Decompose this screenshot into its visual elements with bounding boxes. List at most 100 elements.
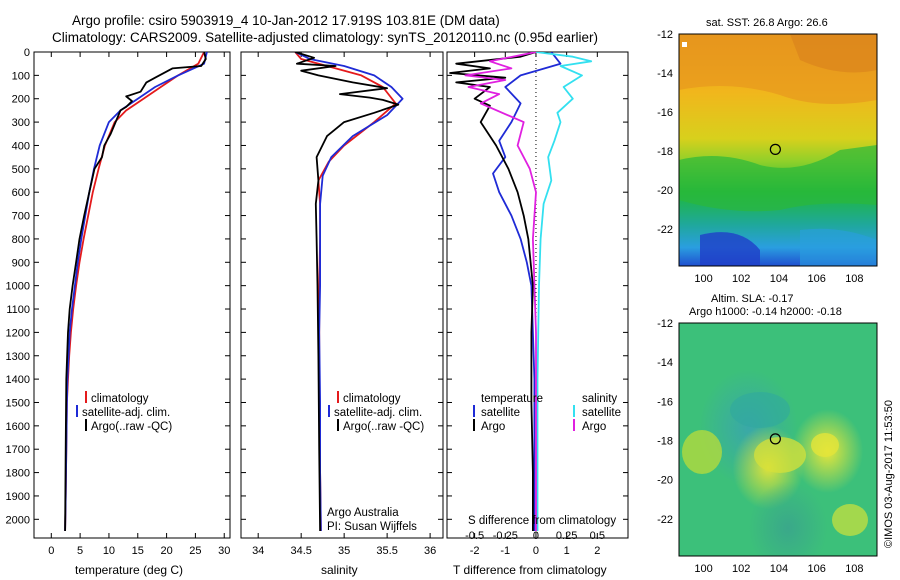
sla-map-title-line-1: Altim. SLA: -0.17: [711, 293, 794, 305]
top-tick-label: -0.5: [465, 530, 484, 542]
map-y-tick-label: -12: [657, 29, 673, 41]
series-line: [64, 52, 205, 532]
title-line-2: Climatology: CARS2009. Satellite-adjuste…: [52, 30, 598, 45]
imos-timestamp-label: ©IMOS 03-Aug-2017 11:53:50: [883, 400, 895, 548]
sst-map: [678, 33, 878, 267]
x-axis-label-t-difference: T difference from climatology: [453, 563, 607, 577]
legend-label-argo: Argo(..raw -QC): [343, 421, 424, 433]
y-tick-label: 1500: [6, 397, 30, 409]
x-tick-label: -2: [470, 545, 480, 557]
legend-label-argo: Argo(..raw -QC): [91, 421, 172, 433]
top-tick-label: 0.5: [590, 530, 605, 542]
legend-label-climatology: climatology: [91, 393, 149, 405]
y-tick-label: 400: [12, 140, 30, 152]
map-y-tick-label: -22: [657, 224, 673, 236]
y-tick-label: 1300: [6, 351, 30, 363]
x-tick-label: 2: [594, 545, 600, 557]
y-tick-label: 1700: [6, 444, 30, 456]
legend-heading-salinity: salinity: [582, 393, 617, 405]
top-axis-label-s-difference: S difference from climatology: [468, 515, 616, 527]
y-tick-label: 100: [12, 70, 30, 82]
x-tick-label: 0: [533, 545, 539, 557]
salinity-legend: climatology satellite-adj. clim. Argo(..…: [328, 391, 424, 433]
y-tick-label: 700: [12, 211, 30, 223]
legend-label-sal-argo: Argo: [582, 421, 606, 433]
map-x-tick-label: 100: [694, 273, 712, 285]
y-tick-label: 0: [24, 47, 30, 59]
x-axis-label-temperature: temperature (deg C): [75, 563, 183, 577]
series-line: [464, 52, 537, 531]
legend-label-temp-argo: Argo: [481, 421, 505, 433]
y-tick-label: 1400: [6, 374, 30, 386]
x-tick-label: 35.5: [376, 545, 397, 557]
y-tick-label: 1200: [6, 327, 30, 339]
legend-label-climatology: climatology: [343, 393, 401, 405]
map-x-tick-label: 102: [732, 273, 750, 285]
y-tick-label: 1900: [6, 491, 30, 503]
title-line-1: Argo profile: csiro 5903919_4 10-Jan-201…: [72, 13, 500, 28]
x-tick-label: 34: [252, 545, 264, 557]
map-y-tick-label: -12: [657, 318, 673, 330]
y-tick-label: 600: [12, 187, 30, 199]
sla-map: [678, 322, 878, 557]
sla-map-title-line-2: Argo h1000: -0.14 h2000: -0.18: [689, 306, 842, 318]
y-tick-label: 1600: [6, 421, 30, 433]
y-tick-label: 300: [12, 117, 30, 129]
x-tick-label: 1: [564, 545, 570, 557]
x-tick-label: -1: [500, 545, 510, 557]
y-tick-label: 800: [12, 234, 30, 246]
temperature-legend: climatology satellite-adj. clim. Argo(..…: [76, 391, 172, 433]
y-tick-label: 200: [12, 94, 30, 106]
y-tick-label: 1800: [6, 468, 30, 480]
legend-label-sal-satellite: satellite: [582, 407, 621, 419]
map-x-tick-label: 104: [770, 563, 788, 575]
temperature-axes: [33, 51, 231, 539]
y-tick-label: 900: [12, 257, 30, 269]
sst-argo-location-marker: [769, 143, 781, 155]
map-y-tick-label: -14: [657, 68, 673, 80]
y-tick-label: 500: [12, 164, 30, 176]
map-x-tick-label: 106: [807, 273, 825, 285]
legend-label-satellite: satellite-adj. clim.: [334, 407, 422, 419]
top-tick-label: 0.25: [556, 530, 577, 542]
sst-map-title: sat. SST: 26.8 Argo: 26.6: [706, 17, 828, 29]
x-tick-label: 34.5: [290, 545, 311, 557]
y-tick-label: 1000: [6, 281, 30, 293]
x-axis-label-salinity: salinity: [321, 563, 358, 577]
map-x-tick-label: 104: [770, 273, 788, 285]
map-x-tick-label: 106: [807, 563, 825, 575]
legend-label-satellite: satellite-adj. clim.: [82, 407, 170, 419]
y-tick-label: 1100: [6, 304, 30, 316]
x-tick-label: 15: [132, 545, 144, 557]
series-line: [449, 52, 537, 531]
x-tick-label: 10: [103, 545, 115, 557]
legend-heading-temperature: temperature: [481, 393, 543, 405]
salinity-axes: [240, 51, 444, 539]
map-y-tick-label: -16: [657, 107, 673, 119]
map-y-tick-label: -20: [657, 475, 673, 487]
map-y-tick-label: -14: [657, 357, 673, 369]
x-tick-label: 35: [338, 545, 350, 557]
annotation-pi: PI: Susan Wijffels: [327, 521, 417, 533]
map-x-tick-label: 108: [845, 563, 863, 575]
map-x-tick-label: 100: [694, 563, 712, 575]
map-y-tick-label: -18: [657, 146, 673, 158]
map-y-tick-label: -20: [657, 185, 673, 197]
y-tick-label: 2000: [6, 514, 30, 526]
top-tick-label: -0.25: [493, 530, 518, 542]
x-tick-label: 5: [77, 545, 83, 557]
x-tick-label: 25: [189, 545, 201, 557]
x-tick-label: 20: [160, 545, 172, 557]
legend-label-temp-satellite: satellite: [481, 407, 520, 419]
series-line: [492, 52, 562, 531]
map-y-tick-label: -16: [657, 396, 673, 408]
series-line: [64, 52, 207, 532]
series-line: [294, 52, 397, 532]
x-tick-label: 0: [48, 545, 54, 557]
map-y-tick-label: -22: [657, 514, 673, 526]
series-line: [64, 52, 208, 532]
difference-legend: temperature satellite Argo salinity sate…: [473, 393, 621, 433]
x-tick-label: 36: [424, 545, 436, 557]
series-line: [535, 52, 593, 531]
